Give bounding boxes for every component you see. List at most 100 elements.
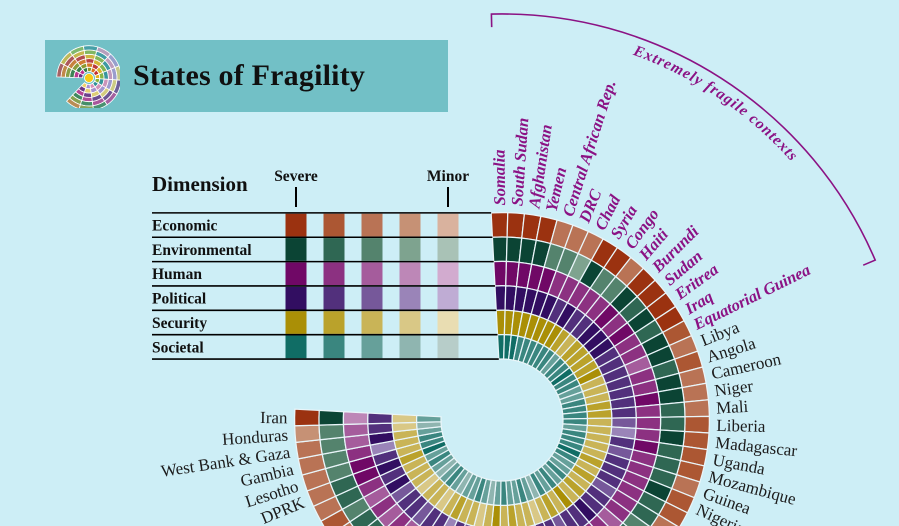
- severe-label: Severe: [274, 168, 318, 185]
- country-spoke: [536, 465, 594, 526]
- legend-swatch[interactable]: [323, 238, 345, 261]
- legend-swatch[interactable]: [399, 262, 421, 286]
- country-spoke: [507, 213, 542, 361]
- legend-swatch[interactable]: [437, 286, 459, 310]
- dimension-cell[interactable]: [294, 424, 321, 444]
- legend-swatch[interactable]: [323, 286, 345, 310]
- country-spoke: [550, 450, 679, 526]
- dimension-cell[interactable]: [634, 403, 662, 419]
- legend-swatch[interactable]: [361, 286, 383, 310]
- dimension-cell[interactable]: [659, 416, 686, 433]
- legend-swatch[interactable]: [437, 311, 459, 334]
- country-spoke: [557, 437, 701, 499]
- dimension-cell[interactable]: [367, 412, 394, 425]
- legend-swatch[interactable]: [285, 286, 307, 310]
- country-spoke: [517, 219, 574, 364]
- country-label[interactable]: Iran: [260, 408, 288, 427]
- dimension-cell[interactable]: [683, 399, 711, 418]
- legend-swatch[interactable]: [285, 262, 307, 286]
- legend-swatch[interactable]: [285, 238, 307, 261]
- legend-row-label: Security: [152, 315, 207, 332]
- dimension-cell[interactable]: [659, 401, 686, 418]
- dimension-cell[interactable]: [367, 422, 394, 436]
- country-spoke: [312, 444, 450, 523]
- legend-swatch[interactable]: [361, 262, 383, 286]
- bracket-caption-text: Extremely fragile contexts: [630, 42, 800, 165]
- dimension-cell[interactable]: [493, 260, 508, 287]
- legend-swatch[interactable]: [323, 213, 345, 237]
- legend-row-label: Societal: [152, 339, 204, 356]
- legend-swatch[interactable]: [437, 213, 459, 237]
- country-label[interactable]: Mali: [716, 397, 749, 418]
- country-label[interactable]: Honduras: [221, 426, 288, 449]
- country-label[interactable]: Somalia: [489, 149, 509, 205]
- country-spoke: [528, 471, 567, 526]
- country-spoke: [294, 421, 443, 444]
- legend-swatch[interactable]: [399, 213, 421, 237]
- country-label[interactable]: Liberia: [716, 416, 766, 436]
- legend-swatch[interactable]: [437, 335, 459, 359]
- country-spoke: [443, 472, 479, 526]
- legend-swatch[interactable]: [399, 286, 421, 310]
- legend-title: Dimension: [152, 172, 248, 196]
- logo-cell: [92, 100, 108, 108]
- country-spoke: [561, 423, 710, 451]
- legend-row-label: Environmental: [152, 242, 252, 259]
- country-spoke: [546, 279, 667, 384]
- country-spoke: [540, 462, 609, 526]
- dimension-cell[interactable]: [499, 504, 510, 526]
- legend-swatch[interactable]: [361, 311, 383, 334]
- legend-swatch[interactable]: [361, 335, 383, 359]
- legend-swatch[interactable]: [323, 262, 345, 286]
- country-spoke: [514, 477, 536, 526]
- legend-swatch[interactable]: [285, 335, 307, 359]
- country-spoke: [297, 430, 444, 476]
- page-title: States of Fragility: [133, 59, 366, 92]
- dimension-cell[interactable]: [391, 413, 418, 424]
- country-spoke: [490, 480, 502, 526]
- dimension-cell[interactable]: [318, 423, 346, 441]
- dimension-cell[interactable]: [683, 415, 711, 434]
- legend-swatch[interactable]: [323, 311, 345, 334]
- header-banner: States of Fragility: [45, 40, 448, 112]
- wheel-cells: [293, 211, 711, 526]
- dimension-cell[interactable]: [494, 285, 507, 312]
- legend-swatch[interactable]: [285, 311, 307, 334]
- dimension-cell[interactable]: [318, 409, 345, 426]
- dimension-cell[interactable]: [490, 211, 509, 238]
- logo-cell: [78, 104, 94, 108]
- legend-swatch[interactable]: [399, 311, 421, 334]
- dimension-cell[interactable]: [499, 480, 509, 507]
- legend-swatch[interactable]: [437, 238, 459, 261]
- country-spoke: [530, 238, 619, 371]
- logo-cell: [114, 65, 120, 81]
- country-spoke: [418, 467, 470, 526]
- country-spoke: [367, 457, 459, 526]
- legend-swatch[interactable]: [285, 213, 307, 237]
- dimension-cell[interactable]: [491, 236, 508, 263]
- legend-swatch[interactable]: [399, 335, 421, 359]
- dimension-legend: Economic Environmental Human Political Secur…: [152, 168, 499, 360]
- country-spoke: [473, 478, 492, 526]
- country-spoke: [293, 408, 442, 427]
- dimension-cell[interactable]: [342, 411, 369, 426]
- dimension-cell[interactable]: [415, 414, 442, 424]
- country-spoke: [431, 470, 474, 526]
- country-spoke: [454, 474, 483, 526]
- country-spoke: [560, 366, 707, 410]
- legend-swatch[interactable]: [323, 335, 345, 359]
- legend-swatch[interactable]: [361, 213, 383, 237]
- legend-swatch[interactable]: [437, 262, 459, 286]
- legend-swatch[interactable]: [361, 238, 383, 261]
- dimension-cell[interactable]: [495, 309, 506, 336]
- legend-row-label: Economic: [152, 217, 218, 234]
- dimension-cell[interactable]: [293, 408, 320, 427]
- legend-swatch[interactable]: [399, 238, 421, 261]
- country-spoke: [342, 453, 456, 526]
- dimension-cell[interactable]: [342, 423, 370, 438]
- country-spoke: [387, 460, 462, 526]
- dimension-cell[interactable]: [610, 406, 637, 419]
